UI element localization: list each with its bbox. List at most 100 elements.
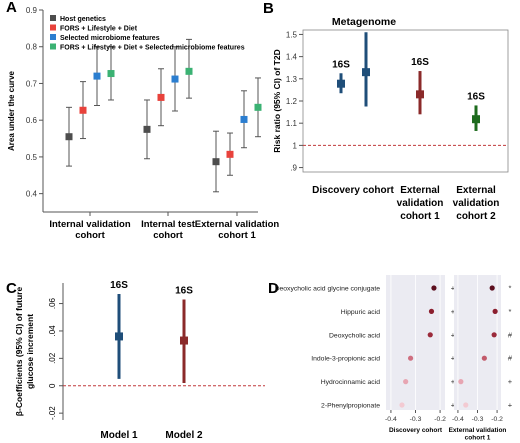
- legend-swatch: [50, 15, 56, 21]
- data-point: [79, 106, 87, 114]
- row-label: Hippuric acid: [341, 309, 381, 316]
- x-tick-label: validation: [397, 198, 444, 209]
- y-tick-label: -.02: [48, 406, 57, 420]
- data-point: [185, 67, 193, 75]
- significance-mark: +: [451, 330, 456, 339]
- legend-label: FORS + Lifestyle + Diet: [60, 26, 138, 33]
- y-axis-title: glucose increment: [25, 314, 35, 389]
- legend-swatch: [50, 43, 56, 50]
- x-tick-label: cohort 1: [400, 211, 440, 222]
- x-tick-label: -0.4: [385, 416, 397, 423]
- data-point: [254, 103, 262, 111]
- significance-mark: +: [451, 354, 456, 363]
- significance-mark: *: [509, 307, 512, 316]
- y-tick-label: 1.2: [286, 97, 298, 106]
- x-tick-label: Internal test: [141, 219, 196, 230]
- y-tick-label: 1.1: [286, 119, 298, 128]
- y-tick-label: 0.8: [26, 43, 38, 52]
- data-point: [143, 125, 151, 133]
- facet-label: External validation: [449, 427, 507, 434]
- y-tick-label: .06: [48, 297, 57, 309]
- x-tick-label: -0.3: [472, 416, 484, 423]
- y-tick-label: 0.5: [26, 153, 38, 162]
- data-point: [481, 355, 487, 361]
- row-label: Deoxycholic acid: [329, 332, 380, 339]
- y-tick-label: 0.6: [26, 116, 38, 125]
- facet-label: Discovery cohort: [389, 427, 443, 434]
- panel-letter: D: [268, 280, 279, 297]
- y-tick-label: 1.3: [286, 75, 298, 84]
- data-point: [472, 115, 480, 124]
- point-label: 16S: [467, 91, 485, 102]
- data-point: [403, 379, 409, 385]
- point-label: 16S: [332, 59, 350, 70]
- significance-mark: +: [451, 307, 456, 316]
- significance-mark: #: [508, 330, 513, 339]
- x-tick-label: -0.3: [410, 416, 422, 423]
- data-point: [337, 79, 345, 88]
- legend-swatch: [50, 24, 56, 31]
- data-point: [180, 336, 188, 345]
- data-point: [212, 158, 220, 166]
- data-point: [489, 285, 495, 291]
- y-tick-label: .02: [48, 352, 57, 364]
- significance-mark: +: [451, 401, 456, 410]
- x-tick-label: cohort: [153, 230, 183, 241]
- row-label: 2-Phenylpropionate: [321, 403, 380, 410]
- x-tick-label: validation: [453, 198, 500, 209]
- x-tick-label: cohort: [75, 230, 105, 241]
- significance-mark: +: [451, 377, 456, 386]
- data-point: [226, 150, 234, 158]
- panel-letter: C: [6, 280, 17, 297]
- x-tick-label: -0.4: [452, 416, 464, 423]
- data-point: [171, 75, 179, 83]
- x-tick-label: Model 2: [165, 430, 203, 441]
- data-point: [93, 72, 101, 80]
- x-tick-label: cohort 2: [456, 211, 496, 222]
- chart-title: Metagenome: [332, 16, 396, 28]
- data-point: [491, 332, 497, 338]
- y-tick-label: 0: [48, 383, 57, 388]
- panel-b: B .9 1 1.1 1.2 1.3 1.4 1.5 Risk ratio (95% CI) o…: [263, 0, 509, 222]
- point-label: 16S: [411, 57, 429, 68]
- x-tick-label: Model 1: [100, 430, 138, 441]
- data-point: [458, 379, 464, 385]
- row-label: Indole-3-propionic acid: [311, 356, 380, 363]
- x-tick-label: -0.2: [434, 416, 446, 423]
- x-tick-label: External: [456, 185, 496, 196]
- data-point: [463, 402, 469, 408]
- significance-mark: +: [508, 401, 513, 410]
- legend-label: Host genetics: [60, 16, 106, 23]
- point-label: 16S: [175, 285, 193, 296]
- significance-mark: *: [509, 284, 512, 293]
- data-point: [399, 402, 405, 408]
- panel-c: C -.02 0 .02 .04 .06 β-Coefficients (95% CI) o…: [6, 280, 265, 441]
- y-tick-label: 0.9: [26, 6, 38, 15]
- data-point: [157, 93, 165, 101]
- panel-a: A 0.4 0.5 0.6 0.7 0.8 0.9 Area under the curve I…: [6, 0, 279, 241]
- data-point: [107, 70, 115, 78]
- y-tick-label: 0.4: [26, 190, 38, 199]
- y-axis-title: β-Coefficients (95% CI) of future: [14, 287, 24, 417]
- data-point: [428, 308, 435, 314]
- data-point: [416, 90, 424, 99]
- y-tick-label: .9: [290, 164, 297, 173]
- y-tick-label: 0.7: [26, 79, 38, 88]
- row-label: Hydrocinnamic acid: [321, 379, 381, 386]
- x-tick-label: External validation: [195, 219, 280, 230]
- data-point: [427, 332, 433, 338]
- data-point: [240, 115, 248, 123]
- x-tick-label: -0.2: [491, 416, 503, 423]
- x-tick-label: cohort 1: [218, 230, 256, 241]
- y-axis-title: Risk ratio (95% CI) of T2D: [272, 49, 282, 152]
- data-point: [65, 133, 73, 141]
- panel-letter: B: [263, 0, 274, 17]
- data-point: [407, 355, 414, 361]
- significance-mark: +: [508, 377, 513, 386]
- panel-letter: A: [6, 0, 17, 16]
- point-label: 16S: [110, 280, 128, 291]
- data-point: [362, 68, 370, 77]
- y-axis-title: Area under the curve: [7, 70, 16, 151]
